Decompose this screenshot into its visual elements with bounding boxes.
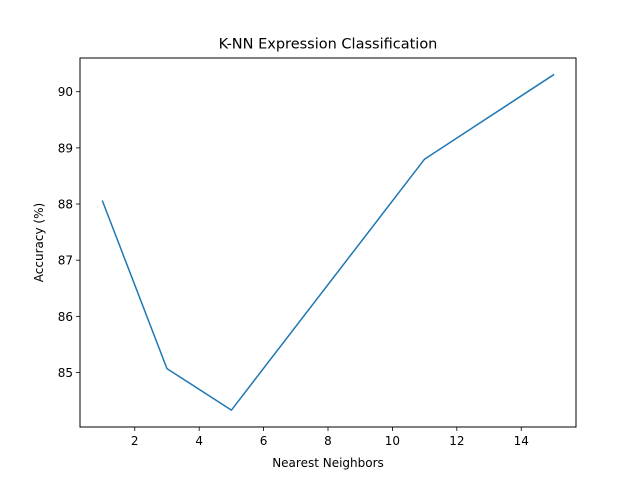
- x-tick-label: 14: [514, 434, 529, 448]
- y-tick-label: 86: [58, 310, 73, 324]
- y-tick-label: 88: [58, 198, 73, 212]
- y-tick-label: 89: [58, 141, 73, 155]
- x-tick-label: 4: [195, 434, 203, 448]
- x-tick-label: 6: [260, 434, 268, 448]
- x-tick-label: 12: [449, 434, 464, 448]
- y-tick-label: 90: [58, 85, 73, 99]
- x-axis-ticks: 2 4 6 8 10 12 14: [131, 427, 529, 448]
- x-tick-label: 2: [131, 434, 139, 448]
- y-axis-label: Accuracy (%): [32, 203, 46, 282]
- x-axis-label: Nearest Neighbors: [272, 456, 384, 470]
- y-tick-label: 87: [58, 254, 73, 268]
- chart-title: K-NN Expression Classification: [219, 37, 438, 53]
- plot-content: [101, 73, 555, 411]
- plot-area-frame: [79, 57, 577, 428]
- y-tick-label: 85: [58, 366, 73, 380]
- series-line-0: [101, 73, 555, 411]
- x-tick-label: 10: [385, 434, 400, 448]
- x-tick-label: 8: [324, 434, 332, 448]
- y-axis-ticks: 85 86 87 88 89 90: [58, 85, 80, 380]
